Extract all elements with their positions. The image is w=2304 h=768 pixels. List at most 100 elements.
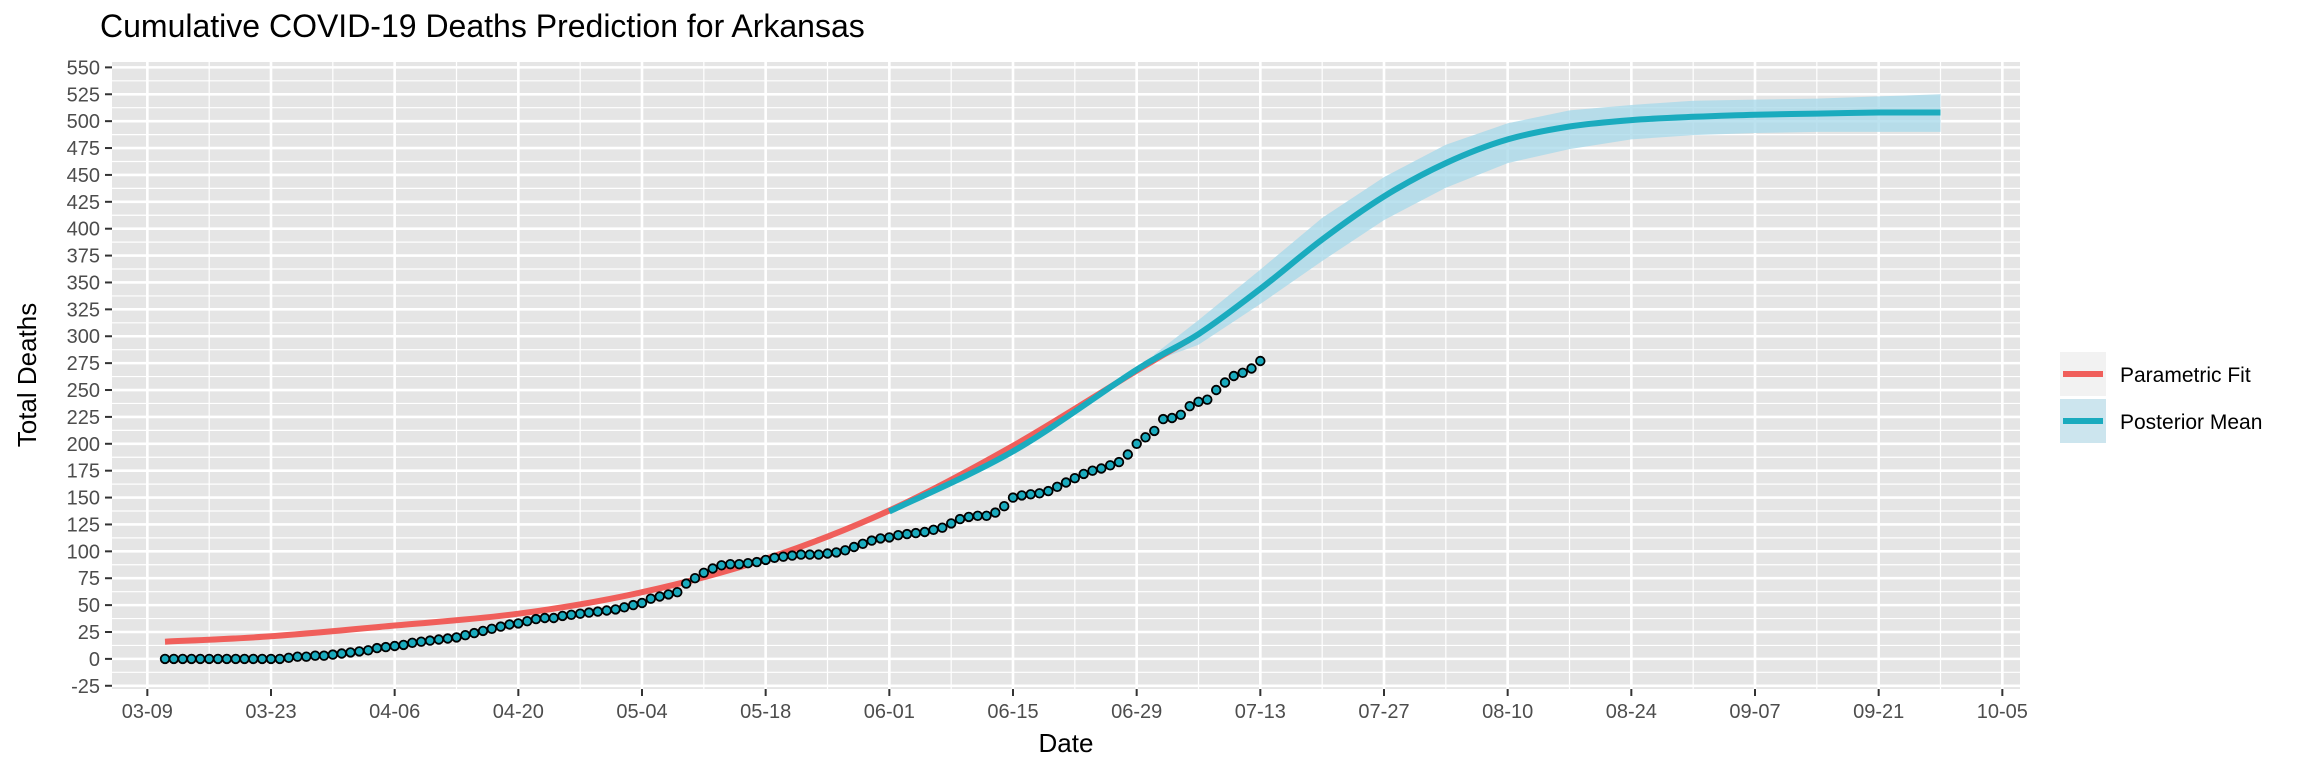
- y-tick-label: 25: [78, 622, 100, 644]
- x-tick-label: 06-29: [1111, 701, 1162, 723]
- observed-point: [345, 647, 356, 658]
- observed-point: [539, 612, 551, 624]
- observed-point: [336, 648, 347, 659]
- observed-point: [239, 653, 250, 665]
- y-tick-label: 300: [67, 326, 100, 348]
- observed-point: [601, 605, 612, 616]
- observed-point: [698, 567, 710, 579]
- plot-panel: [112, 62, 2020, 689]
- observed-point: [681, 578, 692, 589]
- x-tick-label: 04-06: [369, 701, 420, 723]
- observed-point: [831, 547, 842, 558]
- observed-point: [1228, 370, 1240, 382]
- observed-point: [972, 510, 983, 522]
- observed-point: [407, 637, 418, 649]
- observed-point: [495, 621, 506, 632]
- y-tick-label: 475: [67, 138, 100, 160]
- observed-point: [371, 642, 383, 654]
- observed-point: [1237, 367, 1248, 379]
- observed-point: [186, 653, 197, 665]
- x-tick-label: 03-09: [122, 701, 173, 723]
- observed-point: [778, 551, 789, 562]
- observed-point: [1193, 396, 1204, 408]
- x-axis-title: Date: [1039, 728, 1094, 758]
- y-tick-label: 375: [67, 246, 100, 268]
- observed-point: [716, 560, 727, 571]
- y-tick-label: 200: [67, 434, 100, 456]
- observed-point: [999, 501, 1010, 512]
- observed-point: [875, 533, 886, 544]
- observed-point: [460, 630, 471, 641]
- observed-point: [274, 653, 286, 665]
- observed-point: [954, 513, 966, 525]
- observed-point: [389, 640, 400, 652]
- observed-point: [963, 511, 975, 523]
- y-tick-label: 150: [67, 488, 100, 510]
- observed-point: [363, 645, 374, 656]
- y-tick-label: 0: [89, 649, 100, 671]
- observed-point: [751, 556, 763, 568]
- observed-point: [354, 646, 365, 657]
- observed-point: [301, 651, 312, 662]
- observed-point: [795, 549, 807, 560]
- x-axis: 03-09 03-23 04-06 04-20 05-04 05-18 06-01 06-15…: [122, 689, 2028, 723]
- y-tick-label: 350: [67, 272, 100, 294]
- observed-point: [424, 635, 436, 646]
- observed-point: [1255, 355, 1266, 367]
- observed-point: [893, 530, 904, 541]
- observed-point: [1007, 492, 1019, 503]
- observed-point: [1078, 468, 1089, 480]
- y-tick-label: 550: [67, 57, 100, 79]
- observed-point: [804, 549, 816, 560]
- observed-point: [981, 510, 992, 522]
- observed-point: [689, 573, 701, 584]
- observed-point: [919, 526, 930, 538]
- y-tick-label: 250: [67, 380, 100, 402]
- observed-point: [636, 597, 648, 609]
- observed-point: [530, 613, 542, 625]
- posterior-interval-band: [1154, 94, 1941, 362]
- series-line-posterior-mean: [887, 109, 1941, 515]
- observed-point: [203, 653, 215, 665]
- observed-point: [380, 641, 392, 653]
- x-tick-label: 07-13: [1235, 701, 1286, 723]
- observed-point: [813, 549, 824, 560]
- observed-point: [663, 589, 674, 600]
- observed-point: [1210, 384, 1222, 396]
- observed-point: [212, 653, 224, 665]
- observed-point: [822, 548, 833, 559]
- major-gridlines: [112, 62, 2020, 689]
- legend-label-posterior: Posterior Mean: [2120, 411, 2262, 434]
- observed-point: [884, 532, 895, 543]
- observed-point: [283, 652, 294, 664]
- observed-point: [734, 559, 745, 570]
- observed-point: [1184, 401, 1195, 412]
- observed-point: [1025, 489, 1036, 500]
- observed-point: [1016, 490, 1028, 501]
- x-tick-label: 08-24: [1606, 701, 1657, 723]
- observed-point: [1175, 409, 1187, 421]
- x-tick-label: 08-10: [1482, 701, 1533, 723]
- observed-point: [725, 559, 736, 570]
- observed-point: [628, 599, 639, 611]
- observed-point: [928, 524, 939, 536]
- observed-point: [1096, 463, 1107, 474]
- y-tick-label: 525: [67, 84, 100, 106]
- observed-point: [477, 625, 489, 637]
- x-tick-label: 06-01: [864, 701, 915, 723]
- observed-point: [1087, 465, 1098, 476]
- x-tick-label: 04-20: [493, 701, 544, 723]
- y-tick-label: 100: [67, 541, 100, 563]
- observed-point: [1069, 473, 1081, 484]
- observed-point: [557, 610, 568, 622]
- y-tick-label: 175: [67, 461, 100, 483]
- legend-label-parametric: Parametric Fit: [2120, 364, 2251, 387]
- x-tick-label: 09-21: [1853, 701, 1904, 723]
- observed-point: [177, 653, 188, 665]
- observed-point: [1043, 485, 1054, 497]
- observed-point: [318, 650, 330, 661]
- x-tick-label: 09-07: [1729, 701, 1780, 723]
- observed-point: [416, 636, 427, 647]
- observed-point: [901, 528, 913, 540]
